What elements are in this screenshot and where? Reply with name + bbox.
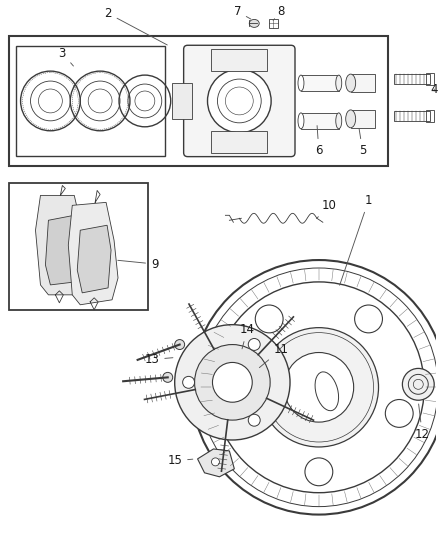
Bar — [9, 183, 148, 310]
Circle shape — [248, 414, 260, 426]
Bar — [301, 75, 339, 91]
Circle shape — [163, 373, 173, 382]
Text: 8: 8 — [273, 5, 285, 20]
Circle shape — [175, 340, 185, 350]
Text: 10: 10 — [317, 199, 336, 219]
Text: 6: 6 — [315, 126, 323, 157]
Bar — [16, 46, 165, 156]
Circle shape — [208, 69, 271, 133]
Text: 13: 13 — [145, 353, 173, 366]
Bar — [426, 73, 434, 85]
Bar — [9, 36, 389, 166]
Ellipse shape — [315, 372, 339, 411]
Bar — [351, 74, 374, 92]
Text: 14: 14 — [240, 323, 255, 349]
Ellipse shape — [336, 75, 342, 91]
Bar — [426, 110, 434, 122]
Polygon shape — [77, 225, 111, 293]
Ellipse shape — [298, 75, 304, 91]
Bar — [269, 19, 278, 28]
Text: 1: 1 — [339, 194, 372, 285]
Circle shape — [259, 328, 378, 447]
Circle shape — [183, 376, 194, 389]
Text: 7: 7 — [233, 5, 251, 19]
Circle shape — [248, 338, 260, 350]
Text: 15: 15 — [167, 454, 193, 467]
Text: 4: 4 — [431, 83, 438, 95]
Circle shape — [385, 400, 413, 427]
Circle shape — [212, 362, 252, 402]
Ellipse shape — [346, 110, 356, 128]
Ellipse shape — [298, 113, 304, 129]
Polygon shape — [46, 215, 78, 285]
Bar — [172, 83, 191, 119]
Bar — [351, 110, 374, 128]
Circle shape — [255, 305, 283, 333]
Polygon shape — [198, 449, 234, 477]
Circle shape — [284, 352, 353, 422]
Circle shape — [403, 368, 434, 400]
Bar — [395, 74, 430, 84]
Ellipse shape — [346, 74, 356, 92]
Circle shape — [305, 458, 333, 486]
Bar — [212, 49, 267, 71]
Text: 9: 9 — [118, 257, 159, 271]
Circle shape — [194, 344, 270, 420]
Bar — [395, 111, 430, 121]
Bar — [301, 113, 339, 129]
Text: 5: 5 — [359, 128, 366, 157]
FancyBboxPatch shape — [184, 45, 295, 157]
Bar — [212, 131, 267, 152]
Circle shape — [175, 325, 290, 440]
Text: 3: 3 — [59, 47, 74, 66]
Text: 12: 12 — [415, 404, 430, 441]
Circle shape — [225, 400, 252, 427]
Circle shape — [355, 305, 382, 333]
Text: 11: 11 — [259, 343, 289, 368]
Ellipse shape — [336, 113, 342, 129]
Text: 2: 2 — [104, 7, 167, 45]
Polygon shape — [68, 203, 118, 305]
Ellipse shape — [249, 19, 259, 27]
Polygon shape — [35, 196, 85, 295]
Circle shape — [212, 458, 219, 466]
